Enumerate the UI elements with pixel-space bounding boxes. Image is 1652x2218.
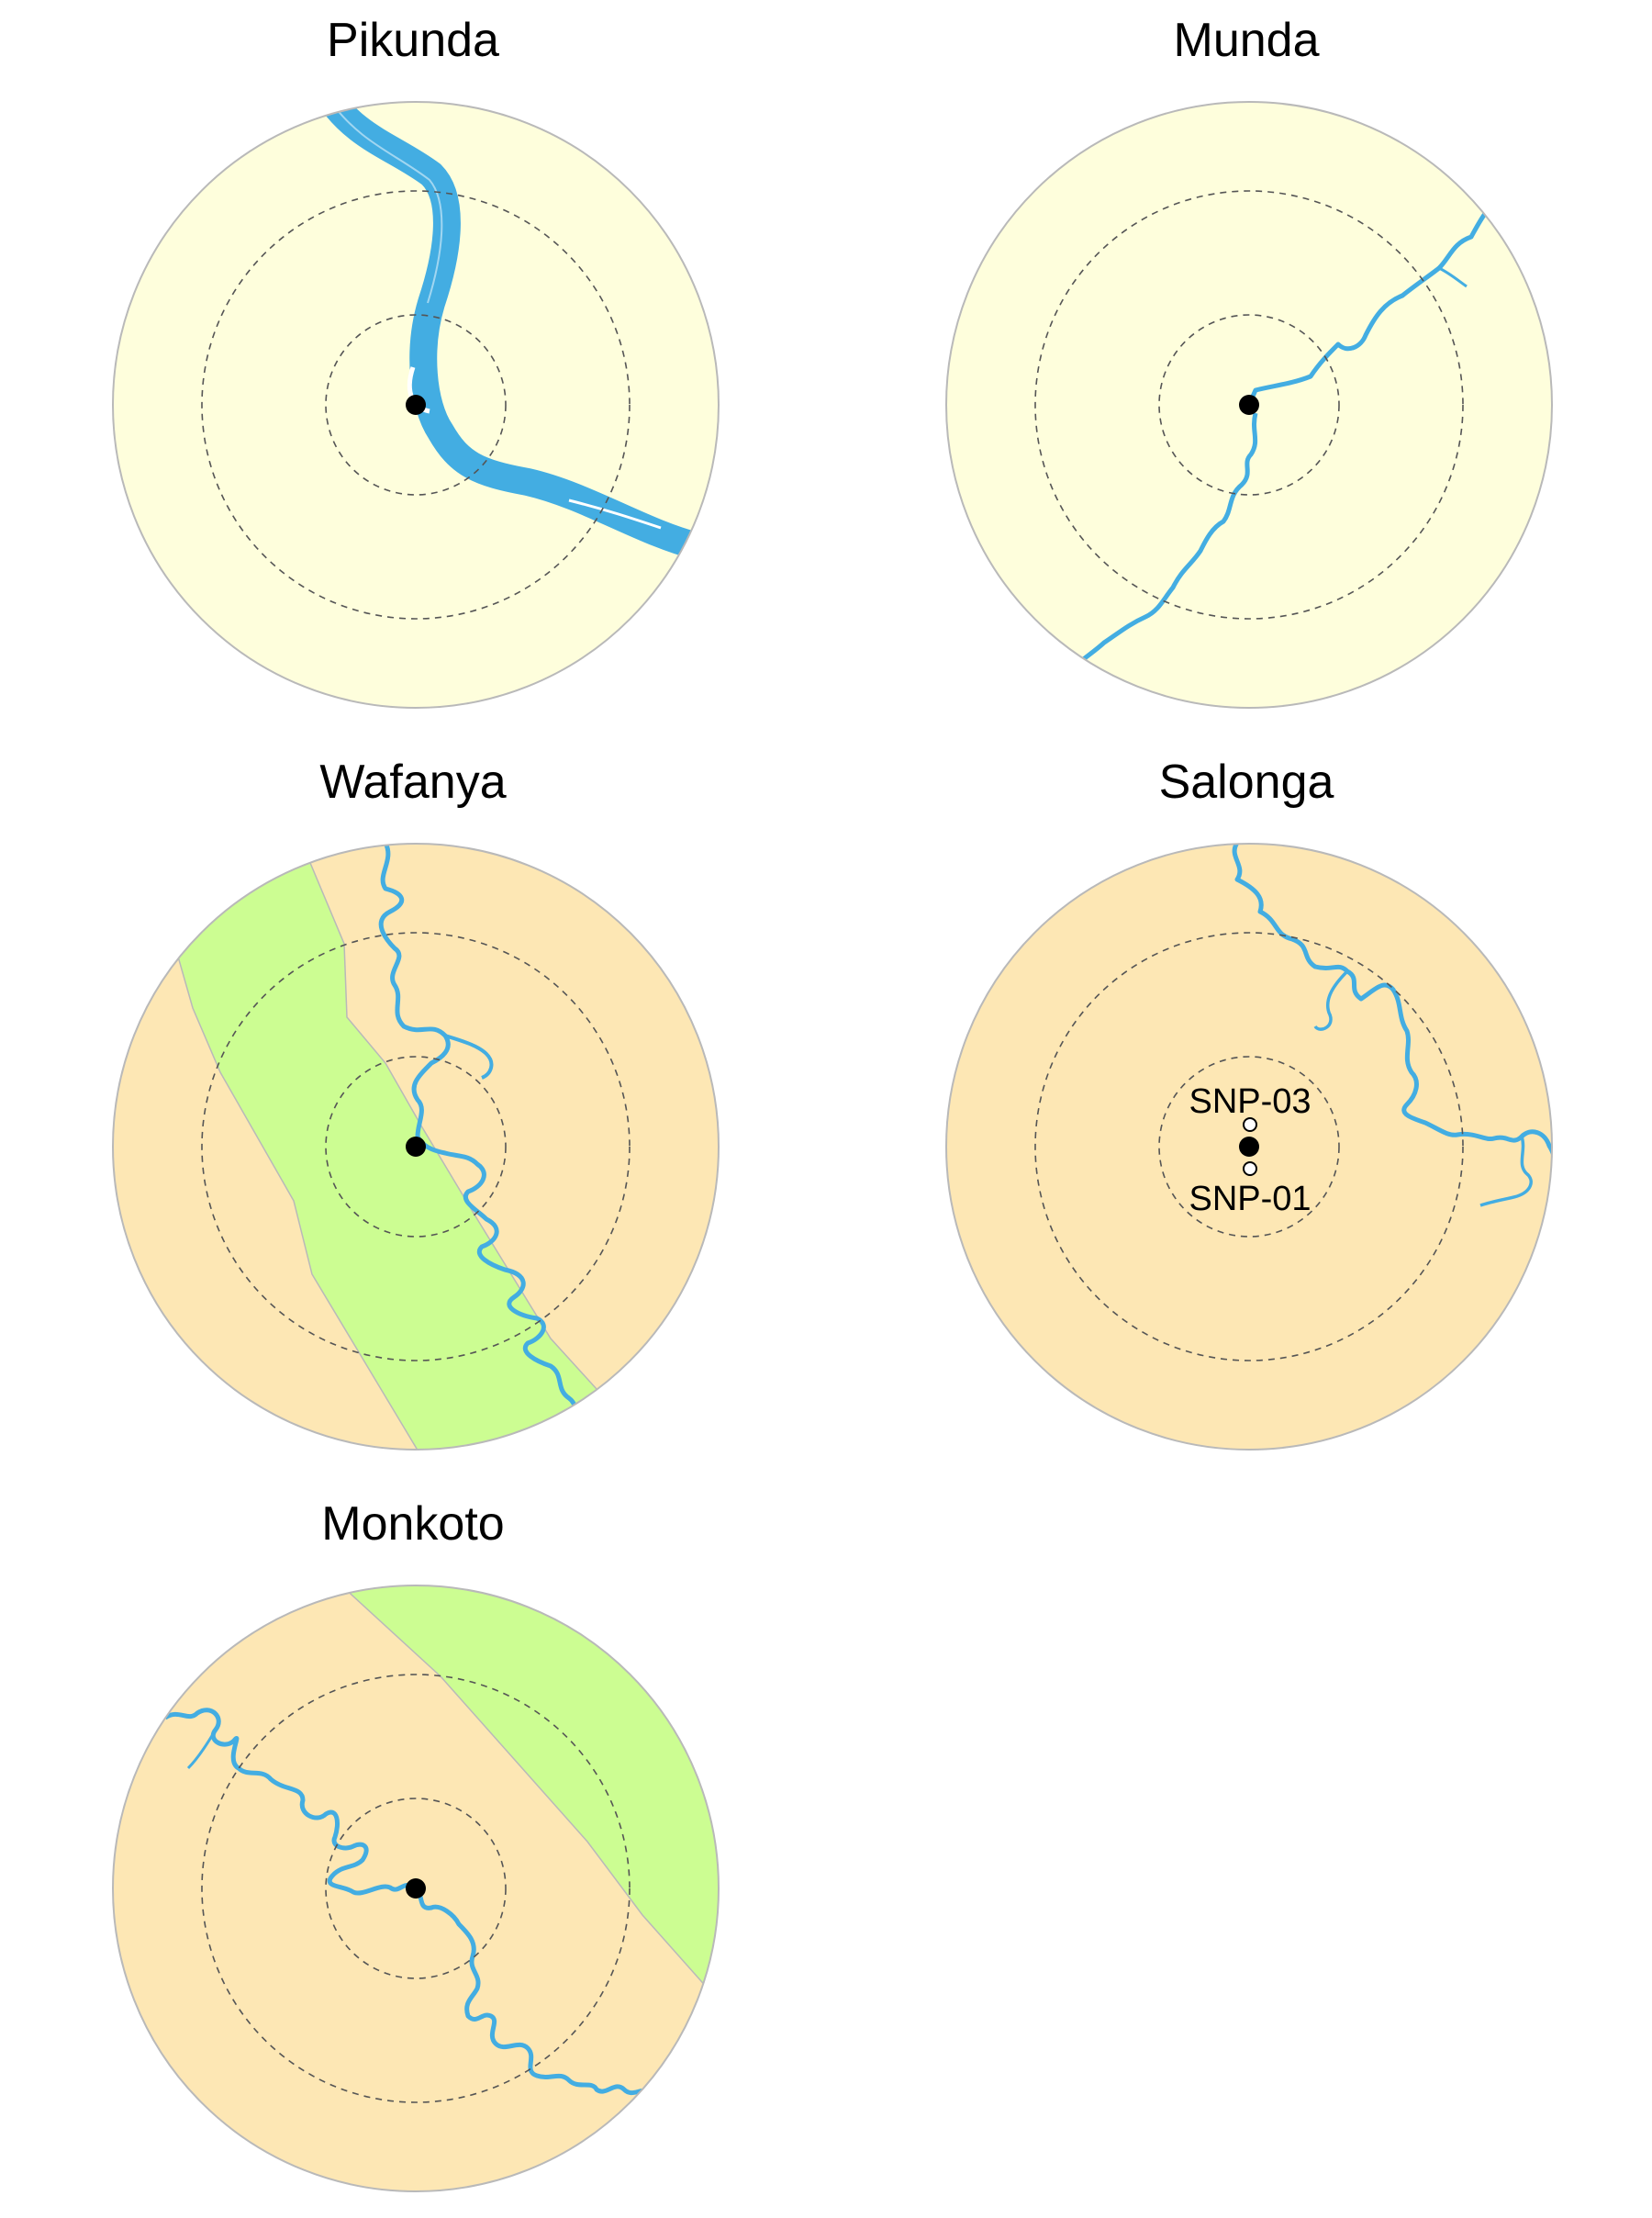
circular-map bbox=[112, 843, 720, 1451]
map-panel-salonga: Salonga SNP-03 SNP-01 bbox=[833, 742, 1652, 1476]
site-marker bbox=[406, 1137, 426, 1157]
distance-ring-inner bbox=[325, 314, 507, 496]
distance-ring-inner bbox=[325, 1798, 507, 1979]
map-outline bbox=[112, 1585, 720, 2192]
distance-ring-inner bbox=[325, 1056, 507, 1238]
map-panel-wafanya: Wafanya bbox=[0, 742, 826, 1476]
site-marker bbox=[1239, 395, 1259, 415]
map-outline bbox=[945, 843, 1553, 1451]
distance-ring-outer bbox=[1034, 190, 1464, 620]
map-panel-pikunda: Pikunda bbox=[0, 0, 826, 734]
river bbox=[312, 102, 711, 560]
site-marker bbox=[406, 395, 426, 415]
circular-map bbox=[112, 1585, 720, 2192]
river bbox=[163, 1708, 653, 2097]
circular-map bbox=[112, 101, 720, 709]
map-title: Monkoto bbox=[321, 1497, 505, 1551]
site-label-snp-01: SNP-01 bbox=[1189, 1180, 1311, 1218]
map-panel-munda: Munda bbox=[833, 0, 1652, 734]
map-outline bbox=[945, 101, 1553, 709]
distance-ring-inner bbox=[1158, 1056, 1340, 1238]
map-title: Wafanya bbox=[319, 756, 507, 809]
circular-map bbox=[945, 101, 1553, 709]
site-marker bbox=[406, 1878, 426, 1899]
site-label-snp-03: SNP-03 bbox=[1189, 1082, 1311, 1121]
map-outline bbox=[112, 101, 720, 709]
river bbox=[378, 844, 599, 1441]
site-marker-snp-03 bbox=[1243, 1117, 1257, 1132]
site-marker bbox=[1239, 1137, 1259, 1157]
site-marker-snp-01 bbox=[1243, 1161, 1257, 1176]
map-title: Salonga bbox=[1158, 756, 1334, 809]
distance-ring-outer bbox=[201, 932, 631, 1361]
map-title: Munda bbox=[1173, 14, 1320, 67]
distance-ring-outer bbox=[201, 190, 631, 620]
circular-map: SNP-03 SNP-01 bbox=[945, 843, 1553, 1451]
distance-ring-outer bbox=[201, 1674, 631, 2103]
map-outline bbox=[112, 843, 720, 1451]
map-title: Pikunda bbox=[327, 14, 499, 67]
distance-ring-inner bbox=[1158, 314, 1340, 496]
distance-ring-outer bbox=[1034, 932, 1464, 1361]
map-panel-monkoto: Monkoto bbox=[0, 1484, 826, 2218]
river bbox=[1232, 844, 1552, 1207]
